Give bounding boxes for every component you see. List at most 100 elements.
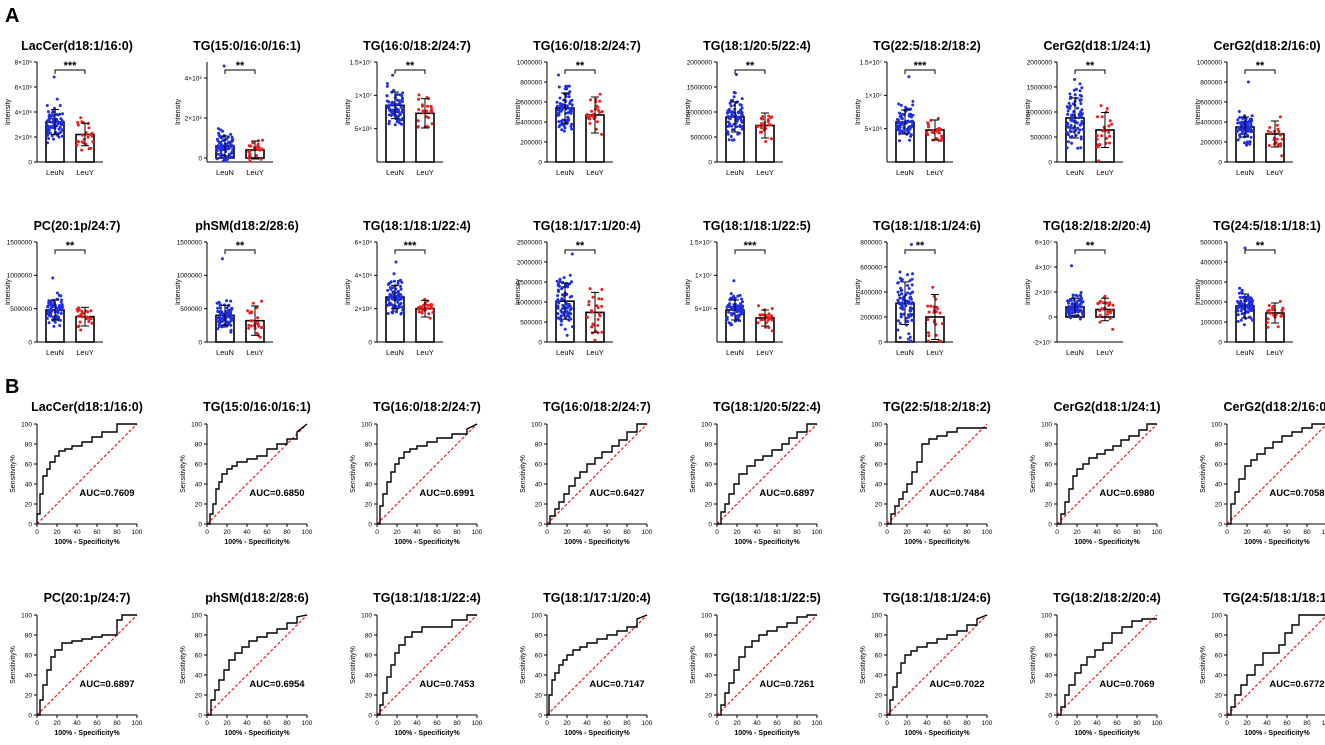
data-point	[1249, 308, 1253, 311]
data-point	[908, 279, 912, 283]
y-tick-label: 20	[195, 501, 203, 508]
bar-chart-13: TG(18:1/18:1/24:6) 0 200000 400000 600000 800…	[855, 219, 981, 357]
auc-label: AUC=0.7058	[1269, 488, 1324, 499]
data-point	[741, 113, 744, 117]
data-point	[1067, 101, 1071, 105]
data-point	[727, 107, 731, 111]
data-point	[1108, 134, 1111, 138]
y-tick-label: 20	[365, 501, 373, 508]
y-tick-label: 0	[28, 712, 32, 719]
y-tick-label: 0	[708, 159, 712, 166]
data-point	[46, 304, 50, 308]
data-point	[898, 296, 902, 300]
data-point	[416, 125, 420, 129]
data-point	[260, 147, 264, 151]
data-point	[568, 295, 572, 299]
significance-label: ***	[64, 60, 78, 72]
data-point	[259, 157, 263, 161]
y-tick-label: 0	[1048, 712, 1052, 719]
y-axis-label: Sensitivity%	[860, 646, 867, 684]
y-tick-label: 40	[365, 481, 373, 488]
data-point	[940, 322, 944, 326]
y-tick-label: 1500000	[687, 84, 713, 91]
significance-bracket	[394, 249, 426, 254]
y-tick-label: 1.5×10⁷	[350, 59, 373, 66]
x-tick-label: 20	[1243, 720, 1251, 727]
data-point	[1278, 299, 1282, 303]
y-axis-label: Intensity	[1025, 278, 1032, 305]
data-point	[59, 312, 63, 315]
y-tick-label: 60	[195, 461, 203, 468]
data-point	[385, 84, 389, 88]
data-point	[556, 288, 560, 292]
data-point	[735, 310, 739, 314]
x-category-label: LeuY	[1266, 168, 1284, 177]
data-point	[589, 98, 593, 102]
data-point	[1079, 308, 1083, 312]
y-tick-label: 6×10⁶	[15, 84, 33, 91]
y-tick-label: 1000000	[517, 59, 543, 66]
x-tick-label: 60	[433, 529, 441, 536]
data-point	[386, 297, 390, 301]
data-point	[258, 148, 262, 152]
data-point	[81, 133, 84, 137]
data-point	[1276, 143, 1280, 147]
data-point	[76, 121, 80, 125]
y-axis-label: Sensitivity%	[1200, 646, 1207, 684]
data-point	[391, 290, 395, 294]
data-point	[1236, 138, 1240, 142]
data-point	[47, 313, 51, 317]
data-point	[223, 157, 226, 161]
y-tick-label: 100	[361, 421, 372, 428]
data-point	[564, 84, 568, 88]
roc-chart-26: TG(18:1/18:1/22:4) 00 20 20 40 40 60 60 80 80 100 1…	[350, 591, 483, 737]
data-point	[217, 316, 221, 320]
x-category-label: LeuY	[416, 168, 434, 177]
data-point	[425, 303, 429, 307]
data-point	[767, 123, 771, 127]
y-tick-label: 40	[1045, 672, 1053, 679]
x-tick-label: 100	[982, 720, 993, 727]
y-tick-label: 40	[875, 672, 883, 679]
data-point	[218, 156, 222, 160]
y-tick-label: 2×10⁶	[355, 306, 373, 313]
data-point	[926, 304, 930, 308]
data-point	[217, 127, 220, 131]
data-point	[221, 159, 225, 163]
y-tick-label: 5×10⁶	[355, 126, 373, 133]
data-point	[1103, 294, 1107, 298]
data-point	[79, 328, 83, 332]
data-point	[400, 295, 404, 299]
data-point	[936, 116, 940, 120]
data-point	[729, 292, 733, 296]
bar-chart-7: CerG2(d18:2/16:0) 0 200000 400000 600000 8000…	[1195, 39, 1321, 177]
x-axis-label: 100% - Specificity%	[904, 539, 970, 546]
data-point	[395, 98, 399, 102]
x-tick-label: 0	[1055, 529, 1059, 536]
data-point	[567, 302, 571, 306]
data-point	[736, 304, 740, 308]
data-point	[395, 310, 398, 314]
data-point	[1099, 104, 1103, 108]
y-tick-label: 0	[1048, 159, 1052, 166]
y-tick-label: 0	[538, 712, 542, 719]
y-tick-label: 0	[28, 521, 32, 528]
y-tick-label: 100	[531, 612, 542, 619]
roc-chart-18: TG(16:0/18:2/24:7) 00 20 20 40 40 60 60 80 80 100 1…	[350, 400, 483, 546]
x-axis-label: 100% - Specificity%	[394, 539, 460, 546]
data-point	[80, 140, 84, 144]
data-point	[911, 99, 915, 103]
significance-label: **	[1256, 240, 1265, 252]
data-point	[898, 125, 902, 129]
data-point	[729, 104, 733, 108]
data-point	[1096, 302, 1100, 306]
data-point	[1070, 141, 1074, 145]
x-category-label: LeuN	[1236, 168, 1254, 177]
data-point	[600, 330, 604, 334]
data-point	[429, 104, 433, 108]
x-tick-label: 40	[413, 529, 421, 536]
reference-line	[376, 423, 478, 525]
data-point	[1267, 144, 1271, 147]
data-point	[770, 115, 774, 119]
data-point	[908, 292, 912, 296]
